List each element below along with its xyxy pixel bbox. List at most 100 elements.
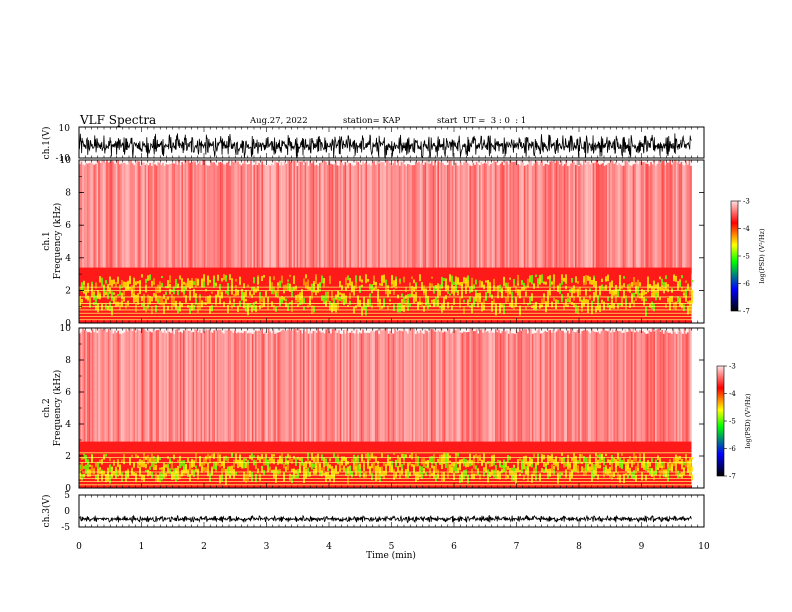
- spectrogram-column: [648, 330, 651, 444]
- spectrogram-speckle: [401, 298, 403, 303]
- spectrogram-speckle: [125, 281, 127, 291]
- spectrogram-column: [471, 165, 473, 274]
- spectrogram-speckle: [653, 289, 655, 298]
- spectrogram-speckle: [425, 288, 427, 298]
- spectrogram-speckle: [601, 453, 603, 460]
- spectrogram-column: [306, 160, 308, 269]
- spectrogram-column: [115, 332, 118, 447]
- spectrogram-speckle: [557, 299, 559, 304]
- spectrogram-speckle: [637, 461, 639, 472]
- spectrogram-column: [283, 330, 286, 445]
- spectrogram-speckle: [117, 276, 119, 284]
- ch3-ylabel: ch.3(V): [41, 495, 52, 528]
- spectrogram-speckle: [307, 279, 309, 288]
- ch1-colorbar: [730, 200, 739, 312]
- spectrogram-speckle: [305, 460, 307, 469]
- spectrogram-column: [554, 162, 556, 271]
- spectrogram-column: [336, 165, 339, 273]
- spectrogram-speckle: [345, 277, 347, 286]
- spectrogram-column: [640, 161, 643, 270]
- spectrogram-column: [381, 162, 383, 270]
- spectrogram-column: [295, 160, 297, 269]
- spectrogram-speckle: [663, 282, 665, 288]
- spectrogram-speckle: [327, 463, 329, 471]
- spectrogram-column: [119, 164, 121, 272]
- spectrogram-column: [128, 328, 131, 443]
- spectrogram-speckle: [215, 466, 217, 470]
- spectrogram-column: [287, 329, 289, 444]
- spectrogram-speckle: [471, 277, 473, 287]
- spectrogram-speckle: [557, 285, 559, 291]
- spectrogram-column: [309, 330, 311, 445]
- spectrogram-speckle: [689, 304, 691, 314]
- spectrogram-speckle: [449, 455, 451, 458]
- spectrogram-speckle: [325, 291, 327, 302]
- spectrogram-speckle: [211, 453, 213, 458]
- spectrogram-speckle: [633, 461, 635, 465]
- spectrogram-speckle: [255, 460, 257, 470]
- spectrogram-speckle: [601, 278, 603, 283]
- spectrogram-speckle: [89, 474, 91, 477]
- spectrogram-speckle: [373, 466, 375, 472]
- spectrogram-speckle: [201, 278, 203, 288]
- spectrogram-speckle: [109, 474, 111, 484]
- spectrogram-speckle: [503, 277, 505, 286]
- spectrogram-speckle: [309, 472, 311, 477]
- spectrogram-speckle: [633, 453, 635, 461]
- spectrogram-column: [461, 332, 463, 447]
- spectrogram-speckle: [493, 278, 495, 289]
- spectrogram-speckle: [91, 284, 93, 292]
- spectrogram-column: [317, 165, 319, 274]
- spectrogram-speckle: [79, 287, 81, 291]
- spectrogram-column: [240, 332, 243, 447]
- colorbar-tick-label: -4: [729, 390, 736, 398]
- spectrogram-speckle: [141, 295, 143, 302]
- spectrogram-column: [187, 330, 190, 445]
- spectrogram-speckle: [155, 287, 157, 296]
- spectrogram-column: [618, 331, 620, 445]
- spectrogram-speckle: [241, 291, 243, 301]
- spectrogram-column: [373, 331, 375, 446]
- spectrogram-speckle: [615, 459, 617, 467]
- spectrogram-speckle: [331, 469, 333, 478]
- spectrogram-speckle: [627, 459, 629, 470]
- spectrogram-speckle: [269, 459, 271, 465]
- spectrogram-speckle: [309, 462, 311, 468]
- spectrogram-column: [213, 162, 215, 270]
- spectrogram-speckle: [201, 465, 203, 471]
- spectrogram-speckle: [479, 474, 481, 480]
- spectrogram-speckle: [187, 278, 189, 283]
- spectrogram-speckle: [253, 455, 255, 458]
- spectrogram-speckle: [497, 470, 499, 480]
- spectrogram-column: [626, 161, 628, 269]
- spectrogram-speckle: [527, 467, 529, 475]
- spectrogram-speckle: [81, 456, 83, 460]
- spectrogram-speckle: [283, 284, 285, 294]
- spectrogram-speckle: [81, 474, 83, 481]
- spectrogram-column: [463, 162, 465, 271]
- spectrogram-column: [663, 333, 665, 448]
- spectrogram-speckle: [333, 468, 335, 478]
- spectrogram-column: [397, 331, 399, 445]
- spectrogram-speckle: [457, 453, 459, 457]
- spectrogram-column: [450, 160, 452, 268]
- spectrogram-speckle: [533, 283, 535, 289]
- spectrogram-speckle: [89, 469, 91, 477]
- spectrogram-column: [394, 328, 396, 443]
- spectrogram-speckle: [123, 296, 125, 302]
- spectrogram-speckle: [551, 453, 553, 463]
- spectrogram-speckle: [169, 288, 171, 295]
- spectrogram-speckle: [179, 305, 181, 312]
- spectrogram-column: [250, 332, 252, 447]
- spectrogram-speckle: [407, 469, 409, 479]
- spectrogram-column: [117, 330, 119, 445]
- spectrogram-speckle: [485, 291, 487, 302]
- spectrogram-speckle: [689, 287, 691, 296]
- spectrogram-speckle: [433, 299, 435, 308]
- spectrogram-column: [543, 332, 545, 446]
- spectrogram-speckle: [273, 469, 275, 479]
- spectrogram-speckle: [623, 289, 625, 299]
- spectrogram-column: [235, 161, 238, 269]
- spectrogram-column: [95, 328, 97, 442]
- spectrogram-speckle: [573, 302, 575, 308]
